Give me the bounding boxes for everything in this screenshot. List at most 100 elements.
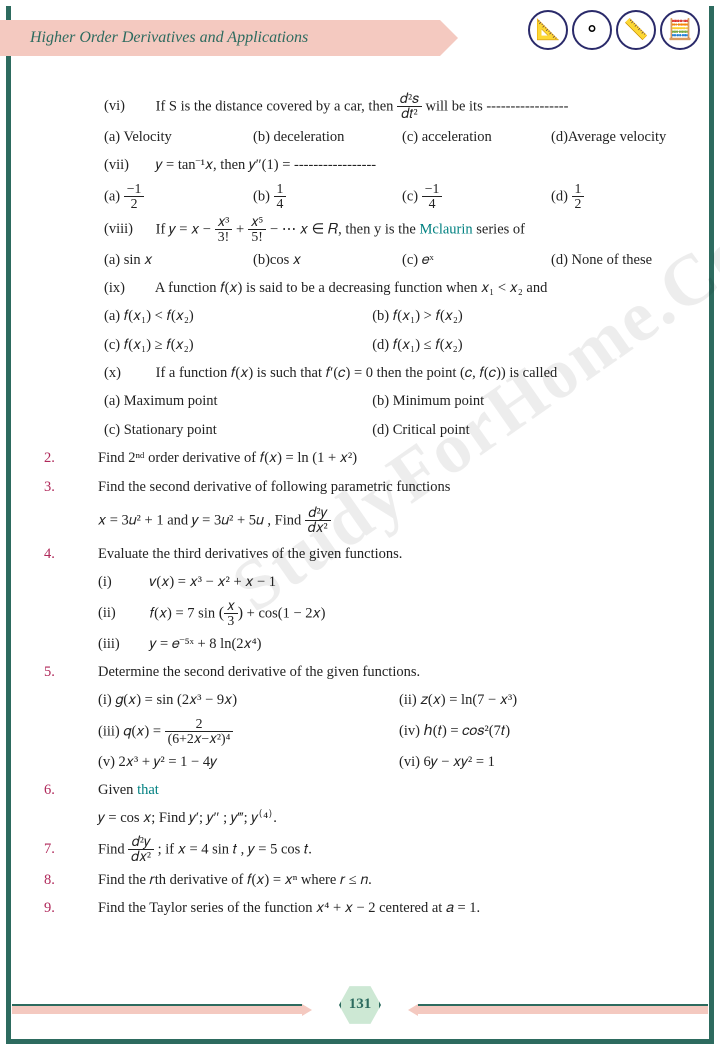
q4-iii: (iii) 𝑦 = 𝑒⁻⁵ˣ + 8 ln(2𝑥⁴) <box>44 632 700 657</box>
compass-icon: ⚬ <box>572 10 612 50</box>
q5-text: Determine the second derivative of the g… <box>98 660 420 685</box>
q4-text: Evaluate the third derivatives of the gi… <box>98 542 402 567</box>
q4-iii-text: 𝑦 = 𝑒⁻⁵ˣ + 8 ln(2𝑥⁴) <box>150 636 262 652</box>
q5-iv: (iv) ℎ(𝑡) = 𝑐𝑜𝑠²(7𝑡) <box>399 719 700 744</box>
q3-sub: 𝑥 = 3𝑢² + 1 and 𝑦 = 3𝑢² + 5𝑢 , Find 𝑑²𝑦𝑑… <box>44 506 700 536</box>
q-viii-end: 𝑥 ∈ 𝑅, then y is the Mclaurin series of <box>296 221 525 237</box>
icon-row: 📐 ⚬ 📏 🧮 <box>528 10 700 50</box>
q-vii-b: (b) 14 <box>253 182 402 212</box>
question-6: 6. Given that <box>44 778 700 803</box>
q5-iii: (iii) 𝑞(𝑥) = 2(6+2𝑥−𝑥²)⁴ <box>98 717 399 747</box>
q3-text: Find the second derivative of following … <box>98 475 450 500</box>
marker-ix: (ix) <box>104 276 152 301</box>
q-vii-a: (a) −12 <box>104 182 253 212</box>
question-3: 3. Find the second derivative of followi… <box>44 475 700 500</box>
q-ix-b: (b) 𝑓(𝑥₁) > 𝑓(𝑥₂) <box>372 304 700 329</box>
q3-num: 3. <box>44 475 98 500</box>
q5-num: 5. <box>44 660 98 685</box>
q-ix-text: A function 𝑓(𝑥) is said to be a decreasi… <box>155 280 548 296</box>
ruler-icon: 📏 <box>616 10 656 50</box>
geometry-icon: 📐 <box>528 10 568 50</box>
d2y-dx2-1: 𝑑²𝑦𝑑𝑥² <box>305 506 331 536</box>
q-vii-c: (c) −14 <box>402 182 551 212</box>
q8-text: Find the 𝑟th derivative of 𝑓(𝑥) = 𝑥ⁿ whe… <box>98 868 372 893</box>
q4-i-text: 𝑣(𝑥) = 𝑥³ − 𝑥² + 𝑥 − 1 <box>150 574 276 590</box>
marker-viii: (viii) <box>104 217 152 242</box>
calculator-icon: 🧮 <box>660 10 700 50</box>
q-vi-c: (c) acceleration <box>402 125 551 150</box>
marker-x: (x) <box>104 361 152 386</box>
q5-ii: (ii) 𝑧(𝑥) = ln(7 − 𝑥³) <box>399 688 700 713</box>
q4-i: (i) 𝑣(𝑥) = 𝑥³ − 𝑥² + 𝑥 − 1 <box>44 570 700 595</box>
q-vi-text-post: will be its ----------------- <box>426 98 569 114</box>
q5-i: (i) 𝑔(𝑥) = sin (2𝑥³ − 9𝑥) <box>98 688 399 713</box>
q-ix-opts-cd: (c) 𝑓(𝑥₁) ≥ 𝑓(𝑥₂) (d) 𝑓(𝑥₁) ≤ 𝑓(𝑥₂) <box>44 333 700 358</box>
q-viii-d: (d) None of these <box>551 248 700 273</box>
question-5: 5. Determine the second derivative of th… <box>44 660 700 685</box>
q8-num: 8. <box>44 868 98 893</box>
q-x-opts-ab: (a) Maximum point (b) Minimum point <box>44 389 700 414</box>
q6-num: 6. <box>44 778 98 803</box>
q5-row-1: (i) 𝑔(𝑥) = sin (2𝑥³ − 9𝑥) (ii) 𝑧(𝑥) = ln… <box>44 688 700 713</box>
question-9: 9. Find the Taylor series of the functio… <box>44 896 700 921</box>
q5-row-2: (iii) 𝑞(𝑥) = 2(6+2𝑥−𝑥²)⁴ (iv) ℎ(𝑡) = 𝑐𝑜𝑠… <box>44 717 700 747</box>
q2-text: Find 2ⁿᵈ order derivative of 𝑓(𝑥) = ln (… <box>98 446 357 471</box>
q5-vi: (vi) 6𝑦 − 𝑥𝑦² = 1 <box>399 750 700 775</box>
q-vii-opts: (a) −12 (b) 14 (c) −14 (d) 12 <box>44 182 700 212</box>
q7-num: 7. <box>44 837 98 862</box>
q7-post: ; if 𝑥 = 4 sin 𝑡 , 𝑦 = 5 cos 𝑡. <box>158 841 312 857</box>
question-ix: (ix) A function 𝑓(𝑥) is said to be a dec… <box>44 276 700 301</box>
content-area: (vi) If S is the distance covered by a c… <box>44 92 700 924</box>
q-x-c: (c) Stationary point <box>104 418 372 443</box>
q5-row-3: (v) 2𝑥³ + 𝑦² = 1 − 4𝑦 (vi) 6𝑦 − 𝑥𝑦² = 1 <box>44 750 700 775</box>
question-7: 7. Find 𝑑²𝑦𝑑𝑥² ; if 𝑥 = 4 sin 𝑡 , 𝑦 = 5 … <box>44 835 700 865</box>
d2s-dt2: 𝑑²𝑠𝑑𝑡² <box>397 92 422 122</box>
header-band: Higher Order Derivatives and Application… <box>0 20 440 56</box>
q-x-d: (d) Critical point <box>372 418 700 443</box>
q-vi-a: (a) Velocity <box>104 125 253 150</box>
q-ix-c: (c) 𝑓(𝑥₁) ≥ 𝑓(𝑥₂) <box>104 333 372 358</box>
q5-v: (v) 2𝑥³ + 𝑦² = 1 − 4𝑦 <box>98 750 399 775</box>
q-vii-text: 𝑦 = tan⁻¹𝑥, then 𝑦″(1) = ---------------… <box>156 157 376 173</box>
q-x-a: (a) Maximum point <box>104 389 372 414</box>
marker-vi: (vi) <box>104 94 152 119</box>
footer-bar-left <box>12 1004 302 1014</box>
q7-text: Find 𝑑²𝑦𝑑𝑥² ; if 𝑥 = 4 sin 𝑡 , 𝑦 = 5 cos… <box>98 835 312 865</box>
q-ix-a: (a) 𝑓(𝑥₁) < 𝑓(𝑥₂) <box>104 304 372 329</box>
q9-text: Find the Taylor series of the function 𝑥… <box>98 896 480 921</box>
marker-vii: (vii) <box>104 153 152 178</box>
q-viii-a: (a) sin 𝑥 <box>104 248 253 273</box>
question-4: 4. Evaluate the third derivatives of the… <box>44 542 700 567</box>
q-x-text: If a function 𝑓(𝑥) is such that 𝑓′(𝑐) = … <box>156 365 558 381</box>
q-vi-b: (b) deceleration <box>253 125 402 150</box>
q-vi-text-pre: If S is the distance covered by a car, t… <box>156 98 397 114</box>
q2-num: 2. <box>44 446 98 471</box>
q4-iii-marker: (iii) <box>98 632 146 657</box>
page-number: 131 <box>349 992 372 1018</box>
footer: 131 <box>0 996 720 1032</box>
q-vi-opts: (a) Velocity (b) deceleration (c) accele… <box>44 125 700 150</box>
q-viii-b: (b)cos 𝑥 <box>253 248 402 273</box>
q-viii-opts: (a) sin 𝑥 (b)cos 𝑥 (c) 𝑒ˣ (d) None of th… <box>44 248 700 273</box>
q5-iii-label: (iii) 𝑞(𝑥) = <box>98 723 165 739</box>
question-x: (x) If a function 𝑓(𝑥) is such that 𝑓′(𝑐… <box>44 361 700 386</box>
d2y-dx2-2: 𝑑²𝑦𝑑𝑥² <box>128 835 154 865</box>
q4-ii: (ii) 𝑓(𝑥) = 7 sin (𝑥3) + cos(1 − 2𝑥) <box>44 599 700 629</box>
question-2: 2. Find 2ⁿᵈ order derivative of 𝑓(𝑥) = l… <box>44 446 700 471</box>
q-x-opts-cd: (c) Stationary point (d) Critical point <box>44 418 700 443</box>
q-vi-d: (d)Average velocity <box>551 125 700 150</box>
q4-i-marker: (i) <box>98 570 146 595</box>
question-vii: (vii) 𝑦 = tan⁻¹𝑥, then 𝑦″(1) = ---------… <box>44 153 700 178</box>
q6-text: Given that <box>98 778 159 803</box>
q-viii-c: (c) 𝑒ˣ <box>402 248 551 273</box>
q4-num: 4. <box>44 542 98 567</box>
question-viii: (viii) If 𝑦 = 𝑥 − 𝑥³3! + 𝑥⁵5! − ⋯ 𝑥 ∈ 𝑅,… <box>44 215 700 245</box>
q-ix-opts-ab: (a) 𝑓(𝑥₁) < 𝑓(𝑥₂) (b) 𝑓(𝑥₁) > 𝑓(𝑥₂) <box>44 304 700 329</box>
q4-ii-marker: (ii) <box>98 601 146 626</box>
q-x-b: (b) Minimum point <box>372 389 700 414</box>
question-vi: (vi) If S is the distance covered by a c… <box>44 92 700 122</box>
q6-sub: 𝑦 = cos 𝑥; Find 𝑦′; 𝑦″ ; 𝑦‴; 𝑦⁽⁴⁾. <box>44 806 700 831</box>
q3-sub-text: 𝑥 = 3𝑢² + 1 and 𝑦 = 3𝑢² + 5𝑢 , Find <box>98 512 305 528</box>
q-ix-d: (d) 𝑓(𝑥₁) ≤ 𝑓(𝑥₂) <box>372 333 700 358</box>
q7-pre: Find <box>98 841 128 857</box>
